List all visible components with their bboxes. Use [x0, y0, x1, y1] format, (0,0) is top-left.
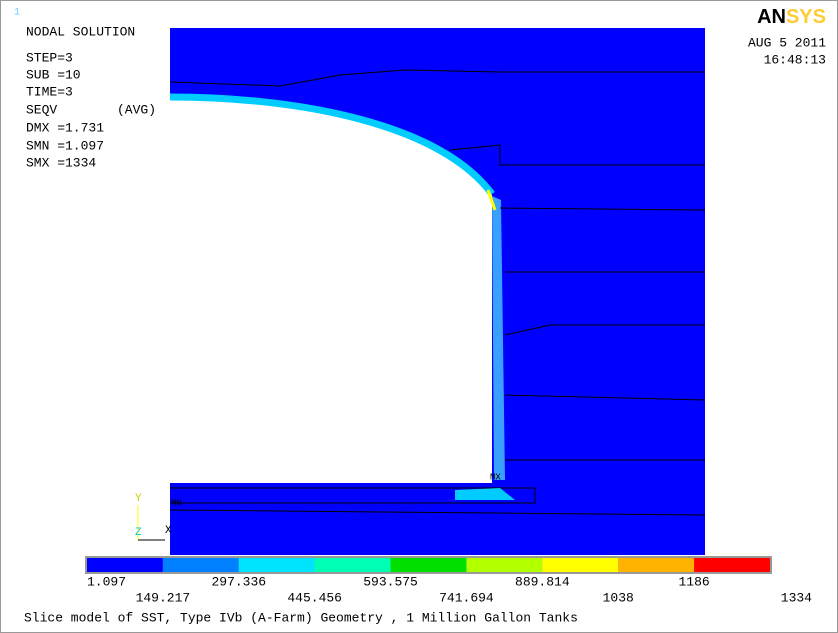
result-name: SEQV: [26, 102, 57, 117]
logo: ANSYS: [757, 6, 826, 28]
legend-swatch: [391, 558, 467, 572]
legend-swatch: [618, 558, 694, 572]
triad-y: Y: [135, 493, 142, 505]
legend-swatch: [87, 558, 163, 572]
date: AUG 5 2011: [748, 35, 826, 50]
info-title: NODAL SOLUTION: [26, 24, 135, 39]
legend-label: 1.097: [87, 574, 126, 589]
window-number: 1: [14, 8, 20, 19]
legend-label: 445.456: [287, 590, 342, 605]
footer: Slice model of SST, Type IVb (A-Farm) Ge…: [24, 610, 578, 625]
min-marker: MN: [171, 498, 182, 508]
legend-label: 1334: [781, 590, 812, 605]
info-stat: SMN =1.097: [26, 138, 104, 153]
max-marker: MX: [490, 472, 501, 482]
ansys-window: 1 MX MN NODAL SOLUTION STEP=3 SUB =10 TI…: [0, 0, 838, 633]
legend-label: 297.336: [211, 574, 266, 589]
result-avg: (AVG): [117, 102, 156, 117]
info-line: TIME=3: [26, 84, 73, 99]
legend-label: 889.814: [515, 574, 570, 589]
logo-faded: SYS: [786, 6, 826, 28]
legend-swatch: [466, 558, 542, 572]
legend-label: 1038: [603, 590, 634, 605]
triad-z: Z: [135, 527, 142, 539]
time: 16:48:13: [764, 52, 826, 67]
legend-swatch: [694, 558, 770, 572]
legend-label: 741.694: [439, 590, 494, 605]
legend-label: 149.217: [136, 590, 191, 605]
info-stat: DMX =1.731: [26, 120, 104, 135]
legend-swatch: [542, 558, 618, 572]
legend-label: 1186: [679, 574, 710, 589]
logo-bold: AN: [757, 6, 786, 28]
triad-x: X: [165, 525, 172, 537]
legend-label: 593.575: [363, 574, 418, 589]
info-line: SUB =10: [26, 67, 81, 82]
legend-swatch: [315, 558, 391, 572]
legend-swatch: [239, 558, 315, 572]
info-line: STEP=3: [26, 50, 73, 65]
legend-swatch: [163, 558, 239, 572]
info-stat: SMX =1334: [26, 155, 96, 170]
